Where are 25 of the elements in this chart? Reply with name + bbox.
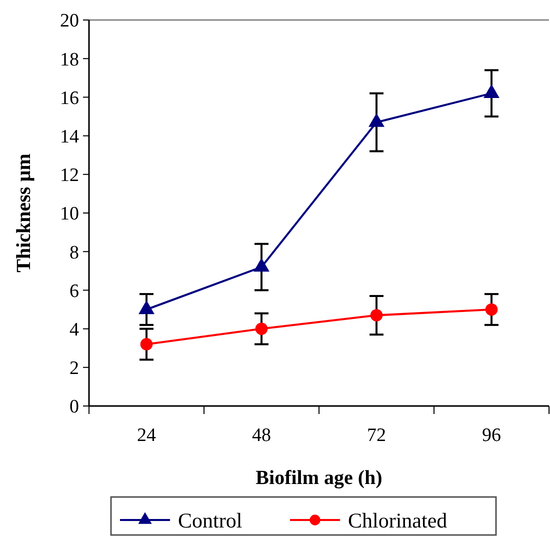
- legend-label: Control: [178, 508, 242, 532]
- point: [485, 303, 498, 316]
- y-tick-label: 4: [70, 319, 80, 340]
- x-tick-label: 96: [482, 425, 501, 446]
- point: [484, 84, 500, 98]
- point: [255, 322, 268, 335]
- x-axis-title: Biofilm age (h): [256, 467, 382, 489]
- x-tick-label: 72: [367, 425, 386, 446]
- y-tick-label: 8: [70, 242, 79, 264]
- y-tick-label: 20: [60, 10, 79, 32]
- y-tick-label: 14: [60, 126, 80, 148]
- y-tick-label: 12: [60, 165, 79, 186]
- point: [368, 113, 384, 127]
- y-tick-label: 16: [60, 88, 79, 109]
- legend-label: Chlorinated: [348, 508, 448, 532]
- y-axis-title: Thickness µm: [13, 153, 35, 272]
- x-tick-label: 48: [252, 425, 271, 446]
- x-tick-label: 24: [137, 425, 156, 446]
- y-tick-label: 10: [60, 204, 79, 225]
- y-tick-label: 2: [70, 358, 79, 380]
- y-tick-label: 0: [70, 396, 79, 418]
- y-tick-label: 18: [60, 49, 79, 70]
- point: [140, 338, 153, 350]
- y-tick-label: 6: [70, 280, 79, 302]
- point: [370, 309, 383, 322]
